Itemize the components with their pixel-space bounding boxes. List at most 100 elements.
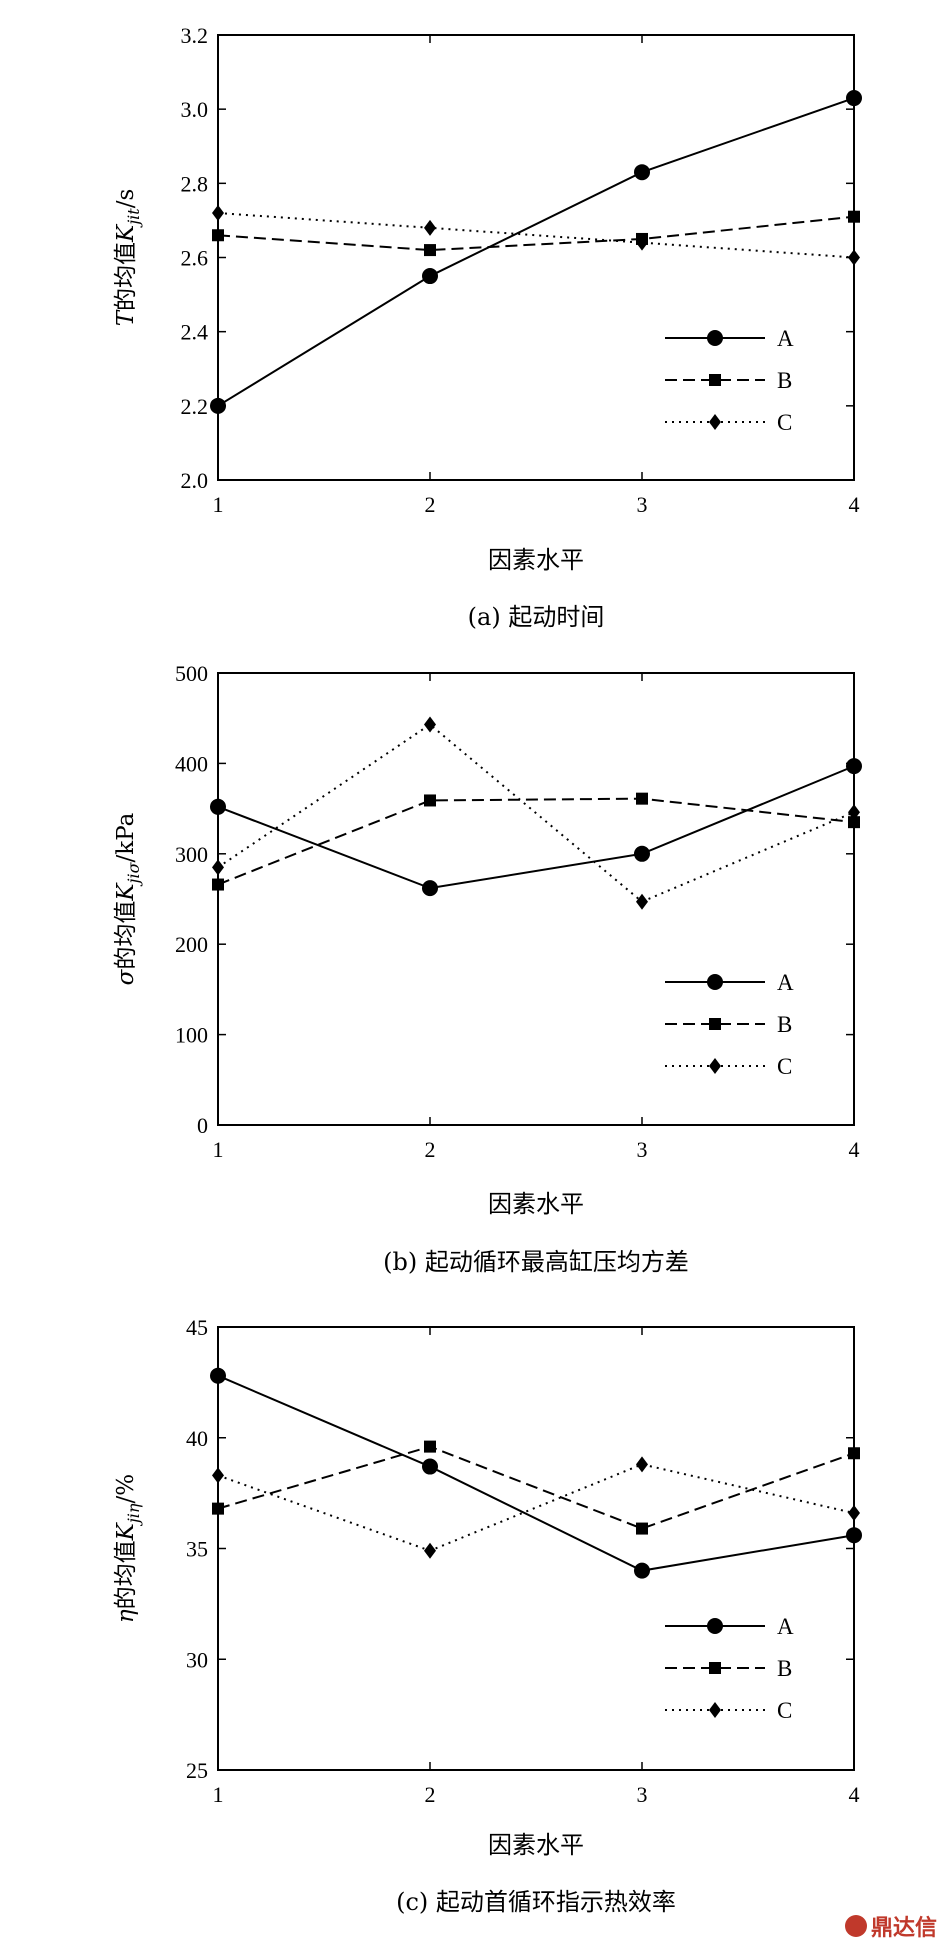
- watermark-logo-icon: [844, 1915, 867, 1937]
- x-tick-label: 2: [425, 492, 436, 517]
- data-point-A: [634, 164, 650, 181]
- series-line-B: [217, 797, 855, 886]
- data-point-A: [422, 1458, 438, 1475]
- y-axis-label-subscript: jit: [124, 208, 143, 228]
- data-point-C: [212, 205, 224, 221]
- legend-marker-A: [707, 974, 723, 990]
- series-line-C: [217, 1463, 855, 1552]
- y-tick-label: 2.6: [181, 246, 209, 271]
- y-tick-label: 35: [186, 1537, 208, 1562]
- y-axis-label-text: 的均值: [113, 901, 139, 970]
- data-point-A: [846, 758, 862, 775]
- data-point-B: [636, 792, 648, 805]
- legend-marker-A: [707, 330, 723, 346]
- y-tick-label: 40: [186, 1426, 208, 1451]
- legend-label-A: A: [777, 1614, 794, 1639]
- data-point-C: [636, 234, 648, 251]
- legend-label-C: C: [777, 410, 792, 435]
- data-point-C: [848, 1505, 860, 1522]
- y-tick-label: 2.2: [181, 394, 209, 419]
- series-line-B: [217, 215, 855, 252]
- data-point-B: [848, 816, 860, 829]
- legend-marker-B: [709, 1018, 721, 1030]
- x-tick-label: 1: [213, 492, 224, 517]
- data-point-B: [848, 1447, 860, 1460]
- legend-label-C: C: [777, 1054, 792, 1079]
- legend-label-A: A: [777, 970, 794, 995]
- y-tick-label: 30: [186, 1647, 208, 1672]
- data-point-A: [210, 1367, 226, 1384]
- y-axis-label-unit: /kPa: [113, 812, 139, 862]
- data-point-C: [636, 893, 648, 910]
- series-line-A: [217, 765, 855, 890]
- data-point-A: [210, 798, 226, 815]
- data-point-A: [634, 1562, 650, 1579]
- x-tick-label: 3: [637, 1782, 648, 1807]
- series-B: [212, 792, 860, 891]
- y-axis-label-var: K: [113, 882, 139, 902]
- legend-marker-A: [707, 1618, 723, 1634]
- x-tick-label: 1: [213, 1137, 224, 1162]
- data-point-A: [422, 268, 438, 285]
- y-tick-label: 45: [186, 1315, 208, 1340]
- y-tick-label: 3.0: [181, 97, 209, 122]
- series-C: [212, 205, 860, 266]
- y-axis-label-text: 的均值: [113, 1540, 139, 1609]
- series-A: [210, 1367, 862, 1579]
- legend-marker-B: [709, 374, 721, 386]
- series-line-B: [217, 1445, 855, 1530]
- legend-marker-C: [709, 1702, 721, 1718]
- data-point-C: [848, 804, 860, 821]
- data-point-C: [424, 1542, 436, 1559]
- x-tick-label: 2: [425, 1782, 436, 1807]
- legend-label-B: B: [777, 1012, 792, 1037]
- data-point-C: [424, 219, 436, 236]
- data-point-B: [212, 878, 224, 891]
- y-axis-label-symbol: σ: [113, 968, 139, 985]
- series-line-A: [217, 1374, 855, 1572]
- y-tick-label: 25: [186, 1758, 208, 1783]
- legend-label-B: B: [777, 368, 792, 393]
- data-point-B: [212, 1502, 224, 1515]
- x-tick-label: 2: [425, 1137, 436, 1162]
- data-point-C: [848, 249, 860, 266]
- x-tick-label: 1: [213, 1782, 224, 1807]
- y-tick-label: 400: [175, 751, 208, 776]
- chart-panel-c: 25 30 35 40 45 1 2 3 4 因素水平 η的均值Kjiη/% ABC (c) 起动首循环…: [113, 1315, 862, 1916]
- panel-caption: (b) 起动循环最高缸压均方差: [383, 1248, 689, 1276]
- y-axis-label-symbol: η: [113, 1609, 139, 1623]
- data-point-A: [846, 1527, 862, 1544]
- y-axis-label-subscript: jiσ: [124, 861, 143, 886]
- chart-panel-a: 2.0 2.2 2.4 2.6 2.8 3.0 3.2 1 2 3 4 因素水平 T的均值Kjit/s A…: [113, 23, 862, 631]
- data-point-C: [212, 1467, 224, 1484]
- x-tick-label: 3: [637, 492, 648, 517]
- y-axis-label-unit: /s: [113, 189, 139, 209]
- data-point-B: [212, 229, 224, 242]
- data-point-C: [636, 1456, 648, 1473]
- y-axis-label: T的均值Kjit/s: [113, 189, 143, 327]
- legend-marker-B: [709, 1662, 721, 1674]
- y-tick-label: 100: [175, 1023, 208, 1048]
- x-tick-label: 4: [849, 492, 860, 517]
- chart-panel-b: 0 100 200 300 400 500 1 2 3 4 因素水平 σ的均值Kjiσ/kPa ABC (…: [113, 661, 862, 1276]
- y-tick-label: 2.8: [181, 171, 209, 196]
- plot-frame: [217, 672, 855, 1126]
- x-axis-label: 因素水平: [488, 1831, 584, 1859]
- panel-caption: (c) 起动首循环指示热效率: [396, 1888, 676, 1916]
- y-tick-label: 300: [175, 842, 208, 867]
- y-axis-label-symbol: T: [113, 309, 139, 326]
- data-point-B: [424, 244, 436, 257]
- data-point-A: [634, 845, 650, 862]
- x-axis-label: 因素水平: [488, 546, 584, 574]
- panel-caption: (a) 起动时间: [468, 603, 605, 631]
- y-tick-label: 500: [175, 661, 208, 686]
- series-C: [212, 1456, 860, 1559]
- x-tick-label: 4: [849, 1137, 860, 1162]
- x-axis-label: 因素水平: [488, 1190, 584, 1218]
- y-axis-label-var: K: [113, 223, 139, 243]
- watermark: 鼎达信: [844, 1910, 937, 1942]
- y-axis-label-var: K: [113, 1521, 139, 1541]
- plot-frame: [217, 1326, 855, 1771]
- data-point-B: [848, 210, 860, 223]
